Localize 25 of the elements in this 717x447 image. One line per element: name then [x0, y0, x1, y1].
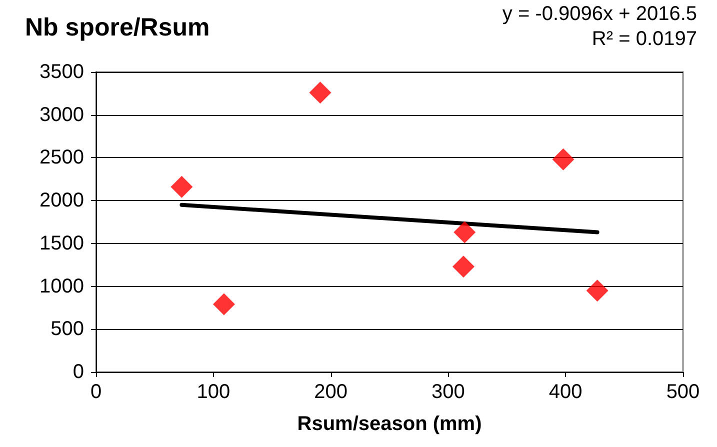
y-tick-label: 3500 — [40, 61, 84, 83]
y-tick-label: 2500 — [40, 146, 84, 169]
x-tick-label: 0 — [90, 381, 102, 403]
y-tick-label: 1000 — [40, 275, 84, 298]
x-tick-label: 300 — [432, 381, 465, 403]
y-tick-label: 3000 — [40, 104, 84, 126]
point — [309, 82, 332, 104]
chart-title: Nb spore/Rsum — [25, 14, 210, 42]
x-tick-label: 400 — [548, 381, 582, 403]
x-tick-label: 500 — [666, 381, 700, 403]
point — [212, 293, 235, 316]
y-tick-label: 1500 — [40, 232, 84, 254]
point — [586, 280, 608, 302]
y-tick-label: 500 — [50, 318, 84, 340]
text: R² = 0.0197 — [592, 28, 698, 50]
x-tick-label: 100 — [196, 381, 230, 403]
x-tick-label: 200 — [314, 381, 348, 403]
y-tick-label: 2000 — [40, 190, 84, 212]
point — [170, 176, 193, 198]
point — [452, 256, 474, 278]
x-axis-title: Rsum/season (mm) — [297, 413, 482, 435]
text: y = -0.9096x + 2016.5 — [502, 3, 697, 25]
point — [454, 221, 476, 244]
y-tick-label: 0 — [72, 361, 84, 383]
point — [552, 148, 574, 170]
